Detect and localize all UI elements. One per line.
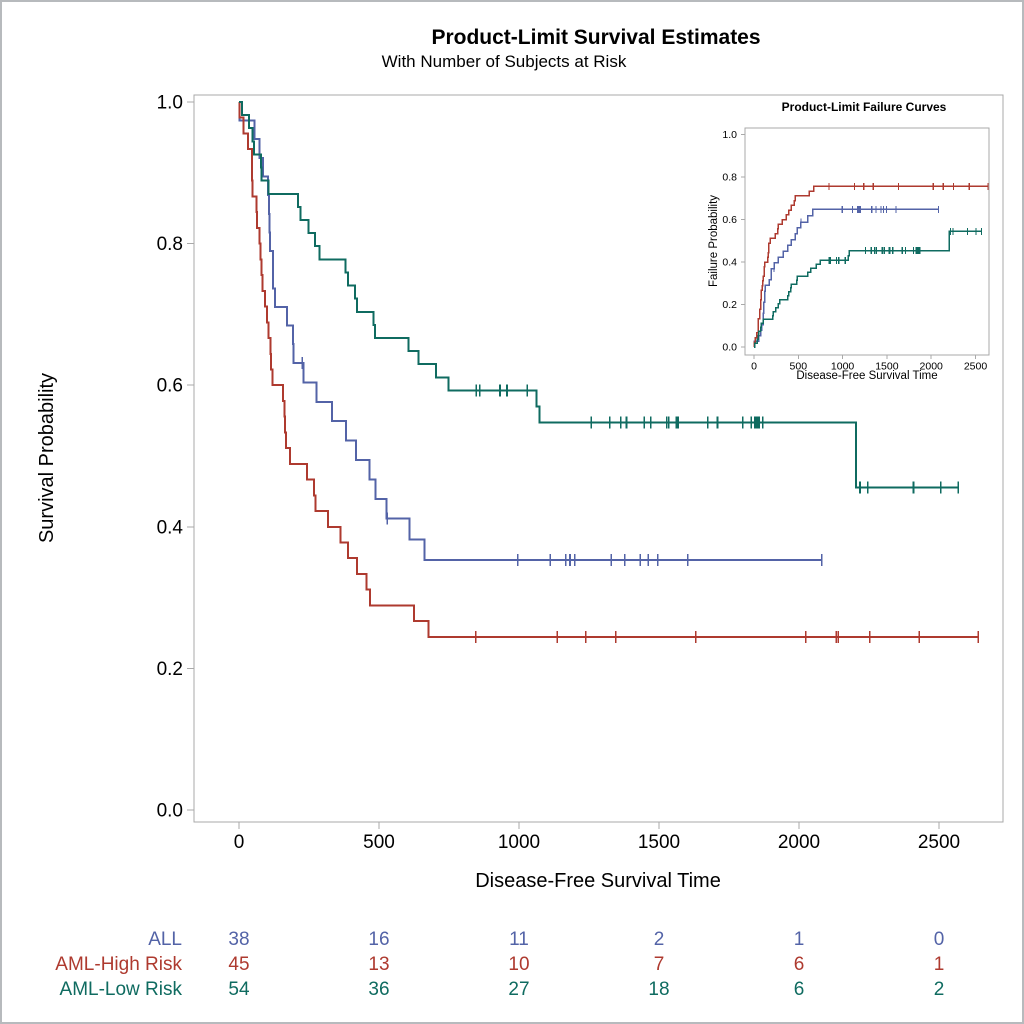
at-risk-count: 16 (368, 929, 390, 950)
inset-y-tick-label: 0.8 (722, 172, 737, 184)
main-curve-all (238, 101, 822, 562)
main-y-tick-label: 0.4 (157, 517, 184, 538)
main-frame (193, 94, 1004, 823)
main-x-tick-label: 2500 (918, 832, 960, 853)
inset-x-axis-label: Disease-Free Survival Time (796, 370, 938, 382)
main-curve-aml-high-risk (238, 101, 979, 638)
chart-subtitle: With Number of Subjects at Risk (381, 52, 627, 71)
at-risk-count: 2 (933, 979, 945, 1000)
inset-x-tick-label: 500 (790, 361, 808, 373)
at-risk-count: 13 (368, 954, 390, 975)
main-censor-marks-all (301, 356, 823, 567)
inset-x-tick-label: 2500 (964, 361, 988, 373)
at-risk-count: 0 (933, 929, 945, 950)
at-risk-row-label: ALL (148, 929, 182, 950)
x-axis-label: Disease-Free Survival Time (475, 870, 721, 892)
inset-y-tick-label: 0.4 (722, 257, 737, 269)
main-x-tick-label: 1500 (638, 832, 680, 853)
main-x-tick-label: 2000 (778, 832, 820, 853)
inset-censor-marks-aml-low-risk (828, 227, 983, 264)
at-risk-count: 54 (228, 979, 250, 1000)
at-risk-count: 1 (933, 954, 945, 975)
at-risk-count: 7 (653, 954, 665, 975)
inset-y-tick-label: 0.0 (722, 342, 737, 354)
main-x-tick-label: 500 (363, 832, 395, 853)
at-risk-count: 6 (793, 979, 805, 1000)
inset-y-tick-label: 0.6 (722, 214, 737, 226)
inset-y-tick-label: 1.0 (722, 129, 737, 141)
main-censor-marks-aml-high-risk (474, 630, 979, 643)
inset-censor-marks-all (773, 205, 939, 273)
at-risk-count: 2 (653, 929, 665, 950)
at-risk-row-label: AML-High Risk (55, 954, 182, 975)
main-y-tick-label: 0.6 (157, 376, 183, 397)
inset-curve-aml-low-risk (754, 230, 982, 348)
at-risk-count: 6 (793, 954, 805, 975)
inset-chart-title: Product-Limit Failure Curves (781, 100, 947, 114)
inset-frame (744, 127, 990, 356)
inset-censor-marks-aml-high-risk (828, 182, 989, 190)
at-risk-count: 36 (368, 979, 390, 1000)
chart-title: Product-Limit Survival Estimates (431, 26, 761, 49)
at-risk-count: 11 (509, 929, 529, 950)
main-y-tick-label: 0.8 (157, 234, 183, 255)
at-risk-count: 38 (228, 929, 250, 950)
at-risk-count: 27 (508, 979, 530, 1000)
main-curve-aml-low-risk (239, 101, 959, 489)
inset-curve-all (753, 208, 939, 348)
at-risk-count: 18 (648, 979, 670, 1000)
inset-x-tick-label: 1000 (831, 361, 855, 373)
main-y-tick-label: 1.0 (157, 92, 183, 113)
at-risk-count: 10 (508, 954, 530, 975)
at-risk-count: 1 (793, 929, 805, 950)
at-risk-count: 45 (228, 954, 250, 975)
inset-x-tick-label: 2000 (920, 361, 944, 373)
main-censor-marks-aml-low-risk (475, 384, 960, 494)
inset-x-tick-label: 1500 (875, 361, 899, 373)
main-y-tick-label: 0.2 (157, 659, 183, 680)
main-x-tick-label: 0 (234, 832, 245, 853)
main-x-tick-label: 1000 (498, 832, 540, 853)
at-risk-row-label: AML-Low Risk (59, 979, 182, 1000)
inset-x-tick-label: 0 (751, 361, 757, 373)
main-y-tick-label: 0.0 (157, 800, 183, 821)
inset-curve-aml-high-risk (753, 185, 988, 348)
inset-y-tick-label: 0.2 (722, 299, 737, 311)
